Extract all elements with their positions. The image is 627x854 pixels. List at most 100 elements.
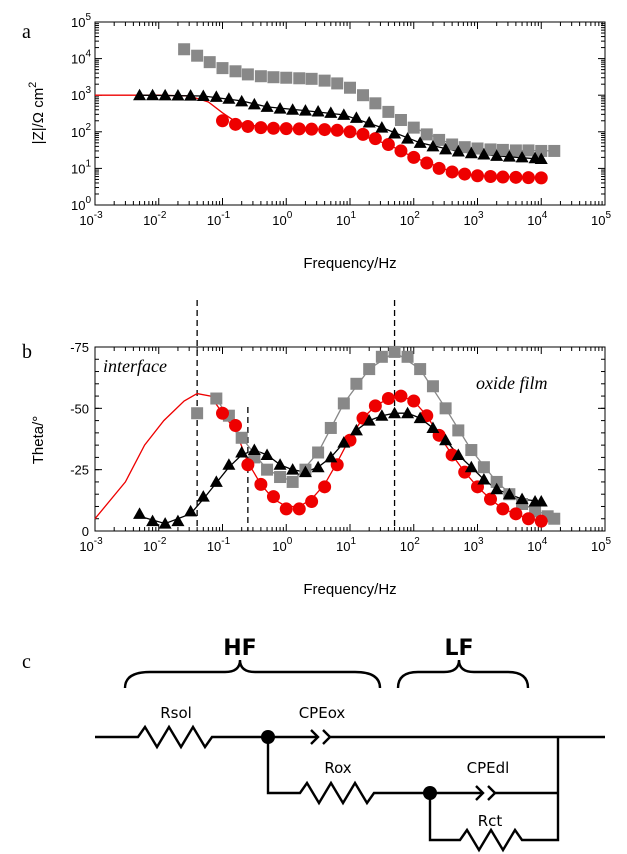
triangle-marker — [196, 490, 210, 502]
circle-marker — [394, 144, 408, 158]
circle-marker — [458, 167, 472, 181]
hf-brace — [123, 659, 382, 689]
x-tick-label: 103 — [463, 536, 483, 554]
circle-marker — [420, 156, 434, 170]
bode-modulus-chart: 10-3 10-2 10-1 100 101 102 103 104 105 100 101 102 1… — [27, 12, 611, 272]
triangle-marker — [401, 406, 415, 419]
cpeox-element — [310, 729, 332, 745]
square-marker — [452, 424, 465, 437]
triangle-marker — [534, 495, 548, 507]
triangle-marker — [196, 89, 210, 102]
triangle-marker — [490, 149, 504, 161]
triangle-marker — [464, 146, 478, 159]
rox-branch — [266, 737, 430, 806]
square-marker — [446, 138, 459, 151]
triangle-marker — [502, 487, 516, 500]
triangle-marker — [260, 448, 274, 460]
square-marker — [484, 143, 497, 156]
triangle-marker — [311, 104, 325, 117]
square-marker — [388, 345, 401, 358]
triangle-marker — [171, 89, 185, 101]
square-marker — [235, 431, 248, 444]
circle-marker — [496, 170, 510, 184]
triangle-marker — [477, 472, 491, 485]
cpedl-label: CPEdl — [467, 759, 510, 777]
triangle-marker — [324, 450, 338, 463]
y-tick-label: 103 — [71, 85, 91, 103]
triangle-marker — [146, 88, 160, 101]
circle-marker — [445, 165, 459, 179]
circle-marker — [368, 132, 382, 146]
triangle-marker — [426, 421, 440, 433]
square-marker — [191, 49, 204, 62]
triangle-marker — [222, 458, 236, 470]
square-marker — [229, 65, 242, 78]
circle-marker — [305, 122, 319, 136]
square-marker — [331, 77, 344, 90]
circle-marker — [266, 490, 280, 504]
triangle-marker — [146, 514, 160, 527]
square-marker — [490, 475, 503, 488]
square-marker — [407, 121, 420, 134]
circle-marker — [216, 406, 229, 420]
square-marker — [414, 363, 427, 376]
circuit-node-1 — [261, 730, 275, 744]
tick-labels-a: 10-3 10-2 10-1 100 101 102 103 104 105 100 101 102 1… — [71, 12, 611, 228]
square-marker — [439, 402, 452, 415]
triangle-marker — [158, 517, 172, 529]
square-marker — [280, 71, 293, 84]
square-marker — [401, 350, 414, 363]
x-tick-label: 101 — [336, 536, 356, 554]
triangle-marker — [260, 100, 274, 112]
lf-label: LF — [444, 636, 473, 661]
equivalent-circuit — [95, 659, 605, 853]
triangle-marker — [235, 445, 249, 458]
annotation-oxide-film: oxide film — [476, 373, 547, 393]
circle-marker — [509, 170, 523, 184]
triangle-marker — [247, 97, 261, 110]
markers-b — [133, 345, 561, 529]
cpedl-element — [475, 785, 497, 801]
square-marker — [210, 392, 223, 405]
y-tick-label: 105 — [71, 12, 91, 30]
square-marker — [433, 133, 446, 146]
rct-branch — [428, 737, 560, 853]
triangle-marker — [413, 136, 427, 148]
triangle-marker — [439, 433, 453, 446]
x-tick-label: 102 — [400, 210, 420, 228]
square-marker — [344, 81, 356, 94]
panel-letter-b: b — [22, 341, 32, 363]
y-tick-label: 101 — [71, 158, 91, 176]
circle-marker — [279, 502, 293, 516]
x-tick-label: 10-2 — [143, 210, 167, 228]
x-tick-label: 104 — [527, 210, 547, 228]
markers-a — [133, 43, 561, 185]
triangle-marker — [311, 460, 325, 473]
triangle-marker — [337, 436, 351, 448]
circle-marker — [305, 495, 319, 509]
square-marker — [318, 74, 331, 87]
triangle-marker — [133, 507, 147, 519]
rsol-label: Rsol — [160, 704, 192, 722]
square-marker — [357, 89, 370, 102]
circle-marker — [356, 127, 370, 141]
square-marker — [509, 144, 522, 157]
x-axis-label-a: Frequency/Hz — [303, 255, 396, 272]
x-axis-label-b: Frequency/Hz — [303, 581, 396, 598]
triangle-marker — [298, 465, 312, 478]
square-marker — [369, 97, 382, 110]
triangle-marker — [337, 108, 351, 120]
square-marker — [312, 446, 325, 459]
square-marker — [293, 72, 306, 85]
circle-marker — [241, 458, 255, 472]
circle-marker — [521, 171, 535, 185]
triangle-marker — [515, 492, 529, 505]
y-tick-label: -75 — [70, 340, 89, 355]
square-marker — [350, 377, 363, 390]
y-tick-label: 100 — [71, 195, 91, 213]
y-tick-label: -50 — [70, 401, 89, 416]
triangle-marker — [477, 147, 491, 160]
triangle-marker — [375, 409, 389, 421]
triangle-marker — [286, 103, 300, 115]
triangle-marker — [515, 150, 529, 163]
